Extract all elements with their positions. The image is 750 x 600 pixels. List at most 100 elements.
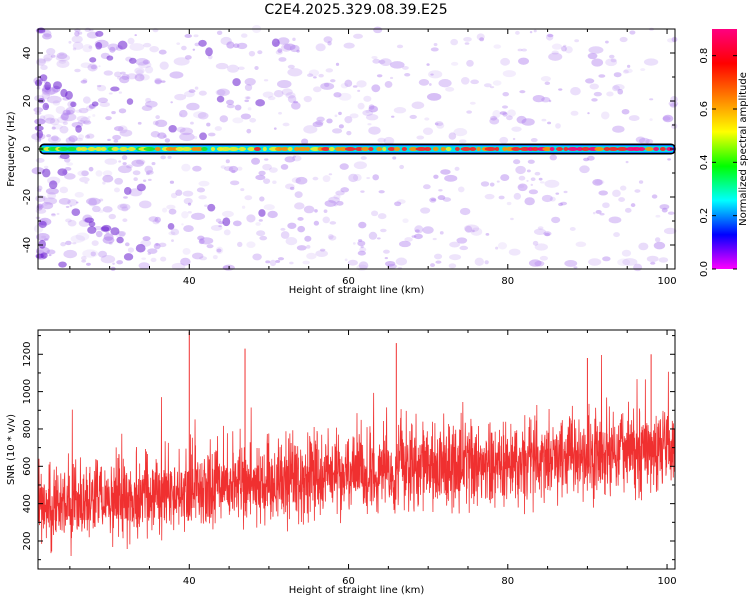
- noise-speckle: [259, 196, 265, 202]
- noise-speckle: [395, 257, 408, 266]
- band-cell: [638, 147, 646, 151]
- noise-speckle: [148, 216, 159, 222]
- noise-speckle: [259, 235, 268, 241]
- snr-line: [37, 355, 676, 556]
- noise-speckle: [231, 169, 236, 174]
- noise-speckle: [267, 210, 278, 219]
- noise-speckle: [570, 110, 579, 116]
- noise-speckle: [77, 31, 83, 35]
- noise-speckle-strong: [75, 125, 82, 133]
- noise-speckle: [117, 165, 132, 174]
- noise-speckle: [246, 214, 256, 223]
- noise-speckle: [516, 115, 527, 124]
- noise-speckle: [459, 139, 467, 144]
- noise-speckle: [353, 161, 367, 170]
- noise-speckle: [506, 201, 512, 206]
- noise-speckle: [500, 57, 511, 66]
- noise-speckle: [518, 184, 525, 188]
- noise-speckle: [181, 223, 184, 226]
- noise-speckle: [541, 118, 547, 122]
- noise-speckle: [117, 203, 131, 211]
- noise-speckle: [591, 98, 598, 102]
- noise-speckle: [134, 34, 137, 37]
- noise-speckle: [547, 34, 554, 38]
- noise-speckle: [46, 48, 56, 56]
- noise-speckle: [658, 257, 669, 263]
- noise-speckle: [92, 114, 96, 117]
- noise-speckle: [56, 59, 70, 68]
- noise-speckle: [433, 42, 438, 47]
- noise-speckle: [445, 86, 455, 92]
- noise-speckle: [155, 115, 160, 120]
- noise-speckle: [63, 249, 78, 259]
- noise-speckle: [134, 67, 145, 75]
- noise-speckle: [303, 205, 315, 214]
- noise-speckle: [43, 197, 58, 205]
- noise-speckle: [548, 52, 563, 61]
- noise-speckle: [167, 155, 172, 159]
- snr-x-ticks: 40 60 80 100: [69, 330, 677, 587]
- noise-speckle: [377, 137, 386, 143]
- noise-speckle: [583, 157, 590, 162]
- band-cell: [616, 147, 629, 151]
- noise-speckle: [97, 97, 108, 104]
- noise-speckle: [540, 76, 551, 82]
- noise-speckle: [365, 110, 370, 114]
- noise-speckle: [612, 85, 620, 92]
- noise-speckle: [312, 121, 324, 128]
- noise-speckle: [360, 190, 365, 193]
- noise-speckle: [306, 252, 317, 260]
- noise-speckle: [506, 115, 513, 121]
- noise-speckle: [289, 186, 295, 191]
- band-cell: [576, 147, 584, 151]
- band-cell: [247, 147, 256, 151]
- noise-speckle: [98, 209, 105, 213]
- noise-speckle: [132, 170, 141, 176]
- noise-speckle: [356, 264, 368, 271]
- noise-speckle: [51, 213, 56, 217]
- noise-speckle: [219, 115, 229, 123]
- noise-speckle: [182, 247, 191, 255]
- noise-speckle: [282, 122, 290, 127]
- noise-speckle: [464, 42, 470, 45]
- noise-speckle: [190, 121, 194, 125]
- noise-speckle: [246, 96, 251, 100]
- noise-speckle: [139, 74, 150, 81]
- noise-speckle: [539, 255, 549, 261]
- noise-speckle: [144, 65, 154, 74]
- noise-speckle: [65, 109, 75, 115]
- noise-speckle: [145, 172, 150, 176]
- band-cell: [484, 147, 497, 151]
- noise-speckle: [389, 76, 394, 80]
- noise-speckle: [146, 170, 154, 175]
- noise-speckle: [357, 250, 366, 256]
- noise-speckle: [258, 219, 263, 222]
- noise-speckle: [563, 190, 568, 194]
- noise-speckle: [352, 85, 358, 88]
- noise-speckle: [489, 117, 500, 125]
- noise-speckle: [82, 249, 99, 258]
- noise-speckle: [326, 118, 333, 124]
- noise-speckle: [278, 111, 282, 115]
- noise-speckle: [118, 91, 123, 94]
- noise-speckle-strong: [58, 261, 67, 268]
- noise-speckle: [440, 169, 451, 175]
- noise-speckle: [651, 194, 658, 199]
- noise-speckle-strong: [232, 78, 241, 87]
- noise-speckle: [411, 101, 425, 109]
- noise-speckle: [263, 158, 269, 161]
- noise-speckle: [56, 212, 60, 216]
- noise-speckle: [84, 181, 89, 184]
- noise-speckle: [59, 125, 69, 134]
- noise-speckle: [530, 177, 536, 181]
- noise-speckle: [484, 193, 495, 200]
- colorbar-tick-label: 0.8: [699, 48, 710, 64]
- noise-speckle: [551, 43, 563, 50]
- noise-speckle: [378, 190, 385, 194]
- noise-speckle: [273, 89, 284, 98]
- noise-speckle: [275, 49, 283, 55]
- noise-speckle-strong: [110, 227, 120, 236]
- x-tick-label: 100: [657, 576, 676, 587]
- noise-speckle: [176, 126, 186, 133]
